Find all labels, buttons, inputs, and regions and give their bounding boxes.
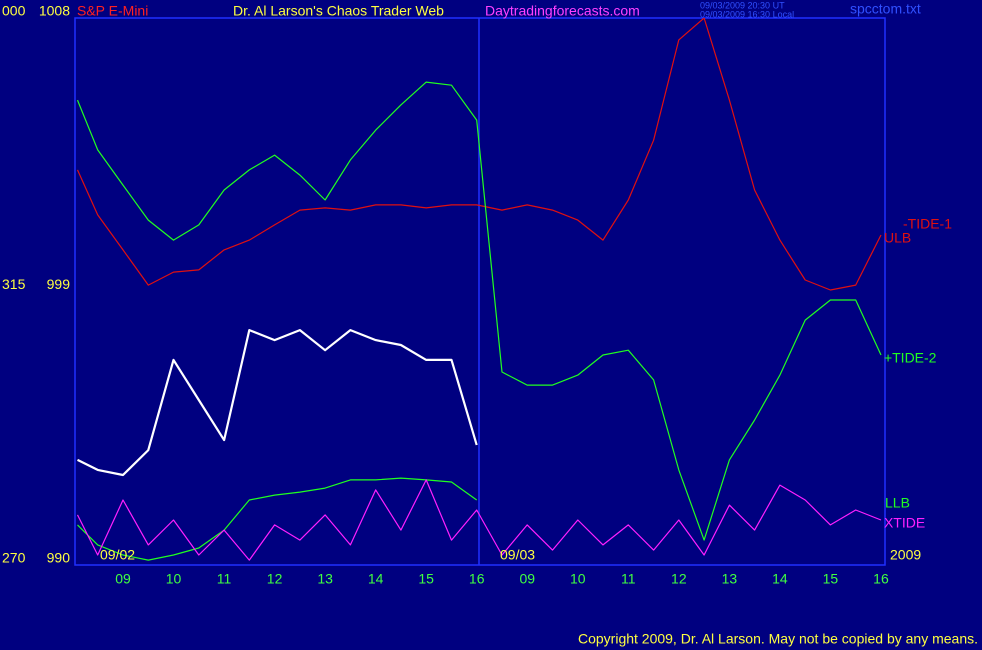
series-line bbox=[77, 477, 478, 561]
site: Daytradingforecasts.com bbox=[485, 3, 640, 19]
x-tick-label: 11 bbox=[621, 571, 636, 587]
series-label: LLB bbox=[885, 495, 910, 511]
angle-tick-label: 270 bbox=[2, 550, 26, 566]
x-tick-label: 13 bbox=[722, 571, 738, 587]
series-label: +TIDE-2 bbox=[884, 350, 937, 366]
x-tick-label: 12 bbox=[267, 571, 283, 587]
x-tick-label: 16 bbox=[873, 571, 889, 587]
series-label: XTIDE bbox=[884, 515, 925, 531]
copyright: Copyright 2009, Dr. Al Larson. May not b… bbox=[578, 631, 978, 647]
x-tick-label: 11 bbox=[217, 571, 232, 587]
chart-title: Dr. Al Larson's Chaos Trader Web bbox=[233, 3, 444, 19]
x-tick-label: 10 bbox=[570, 571, 586, 587]
y-tick-label: 999 bbox=[47, 276, 71, 292]
series-label: ULB bbox=[884, 230, 911, 246]
series-line bbox=[76, 18, 882, 291]
x-tick-label: 13 bbox=[317, 571, 333, 587]
series-line bbox=[76, 81, 882, 541]
plot-frame bbox=[74, 17, 886, 566]
x-tick-label: 09 bbox=[115, 571, 131, 587]
timestamp: 09/03/2009 16:30 Local bbox=[700, 9, 794, 19]
y-tick-label: 1008 bbox=[39, 3, 70, 19]
x-tick-label: 10 bbox=[166, 571, 182, 587]
series-line bbox=[77, 329, 478, 477]
x-tick-label: 14 bbox=[772, 571, 788, 587]
x-tick-label: 14 bbox=[368, 571, 384, 587]
date-label: 09/03 bbox=[500, 547, 535, 563]
lines bbox=[76, 18, 882, 561]
instrument: S&P E-Mini bbox=[77, 3, 148, 19]
angle-tick-label: 000 bbox=[2, 3, 26, 19]
file-name: spcctom.txt bbox=[850, 1, 921, 17]
x-tick-label: 16 bbox=[469, 571, 485, 587]
annotation: -TIDE-1 bbox=[903, 216, 952, 232]
angle-tick-label: 315 bbox=[2, 276, 26, 292]
x-tick-label: 15 bbox=[418, 571, 434, 587]
series-line bbox=[76, 479, 882, 561]
date-label: 09/02 bbox=[100, 547, 135, 563]
x-tick-label: 15 bbox=[823, 571, 839, 587]
y-tick-label: 990 bbox=[47, 550, 71, 566]
x-tick-label: 09 bbox=[519, 571, 535, 587]
date-label: 2009 bbox=[890, 547, 921, 563]
timestamp: 09/03/2009 20:30 UT bbox=[700, 0, 785, 10]
x-tick-label: 12 bbox=[671, 571, 687, 587]
